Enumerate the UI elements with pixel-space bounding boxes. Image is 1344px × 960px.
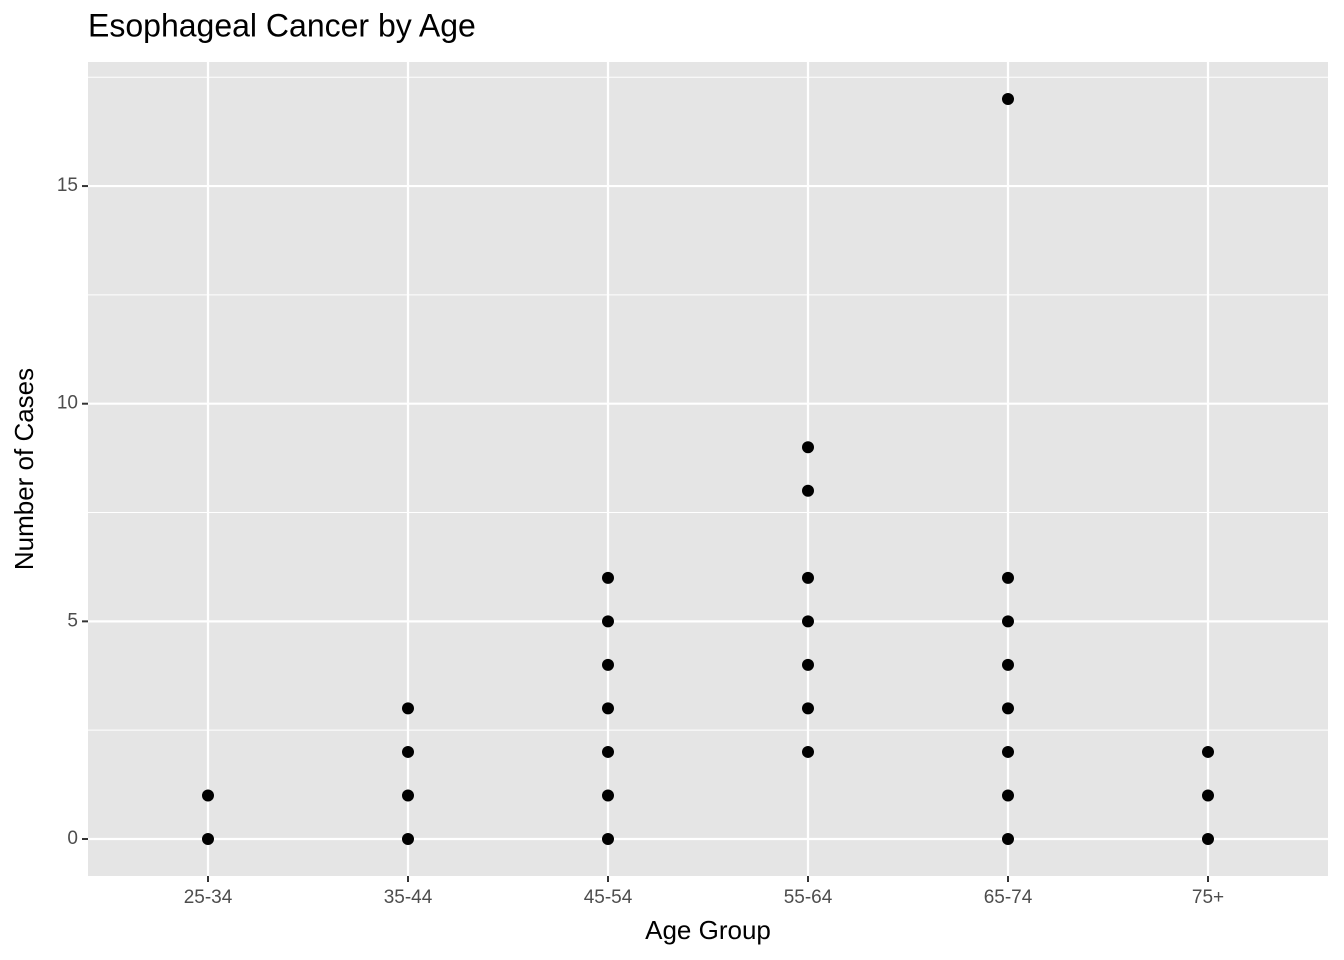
point — [802, 571, 814, 584]
point — [402, 702, 414, 715]
point — [802, 745, 814, 758]
point — [1002, 833, 1014, 845]
point — [602, 745, 614, 758]
x-tick-label: 75+ — [1192, 887, 1224, 908]
point — [1002, 789, 1014, 802]
y-tick-label: 0 — [67, 828, 78, 849]
x-tick-label: 65-74 — [984, 887, 1033, 908]
x-tick-label: 55-64 — [784, 887, 833, 908]
x-axis-title: Age Group — [645, 915, 771, 945]
x-tick-label: 35-44 — [384, 887, 433, 908]
point — [202, 833, 214, 845]
point — [802, 484, 814, 497]
y-tick-label: 5 — [67, 610, 78, 631]
point — [602, 615, 614, 628]
point — [1002, 571, 1014, 584]
point — [802, 658, 814, 671]
chart-title: Esophageal Cancer by Age — [88, 7, 476, 43]
point — [602, 658, 614, 671]
point — [202, 789, 214, 802]
point — [802, 441, 814, 454]
point — [402, 833, 414, 845]
y-axis-title: Number of Cases — [9, 368, 39, 570]
point — [402, 789, 414, 802]
y-tick-label: 10 — [57, 393, 78, 414]
point — [1002, 658, 1014, 671]
point — [602, 789, 614, 802]
point — [1002, 93, 1014, 105]
plot-panel — [88, 62, 1328, 876]
y-tick-label: 15 — [57, 175, 78, 196]
point — [402, 745, 414, 758]
point — [1202, 745, 1214, 758]
x-tick-label: 25-34 — [184, 887, 233, 908]
point — [602, 833, 614, 845]
point — [602, 702, 614, 715]
point — [1002, 615, 1014, 628]
point — [1002, 702, 1014, 715]
point — [802, 615, 814, 628]
x-tick-label: 45-54 — [584, 887, 633, 908]
point — [1002, 745, 1014, 758]
point — [602, 571, 614, 584]
point — [1202, 789, 1214, 802]
point — [802, 702, 814, 715]
point — [1202, 833, 1214, 845]
